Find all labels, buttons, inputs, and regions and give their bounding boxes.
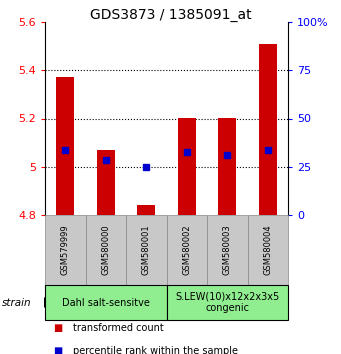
Text: S.LEW(10)x12x2x3x5
congenic: S.LEW(10)x12x2x3x5 congenic xyxy=(175,292,279,313)
Text: GSM580002: GSM580002 xyxy=(182,225,191,275)
Bar xyxy=(258,44,277,215)
Bar xyxy=(137,205,155,215)
Bar xyxy=(178,119,196,215)
Text: GSM579999: GSM579999 xyxy=(61,225,70,275)
Text: GSM580003: GSM580003 xyxy=(223,225,232,275)
Text: GSM580004: GSM580004 xyxy=(263,225,272,275)
Text: GSM580001: GSM580001 xyxy=(142,225,151,275)
Text: GSM580000: GSM580000 xyxy=(101,225,110,275)
Bar xyxy=(56,78,74,215)
Text: transformed count: transformed count xyxy=(73,323,164,333)
Text: percentile rank within the sample: percentile rank within the sample xyxy=(73,346,238,354)
Bar xyxy=(97,150,115,215)
Text: strain: strain xyxy=(2,297,31,308)
Text: GDS3873 / 1385091_at: GDS3873 / 1385091_at xyxy=(90,8,251,22)
Text: ■: ■ xyxy=(53,323,62,333)
Text: ■: ■ xyxy=(53,346,62,354)
Bar xyxy=(218,119,236,215)
Text: Dahl salt-sensitve: Dahl salt-sensitve xyxy=(62,297,150,308)
Polygon shape xyxy=(44,298,63,307)
